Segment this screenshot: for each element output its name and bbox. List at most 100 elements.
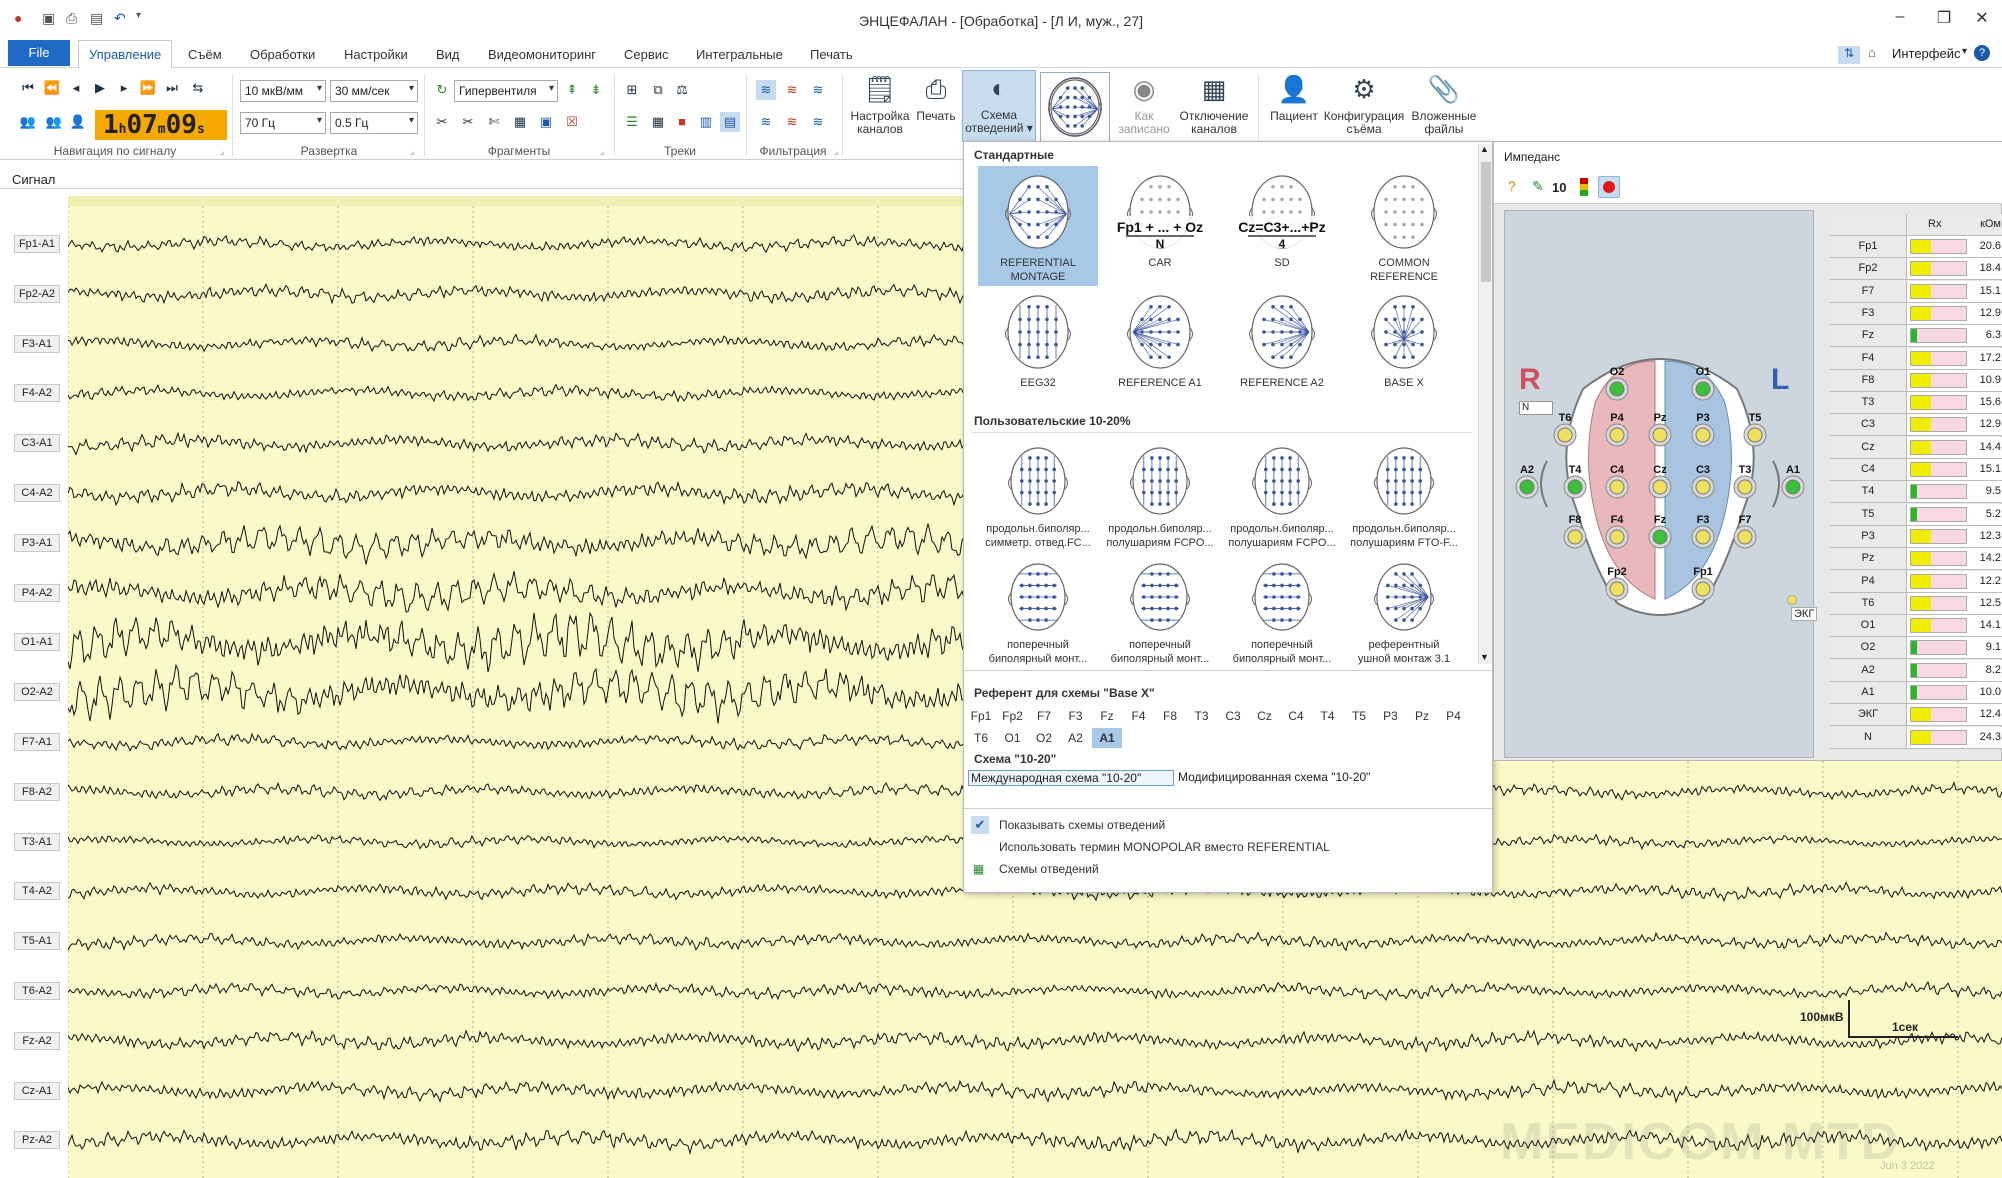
fragment-mark-icon[interactable]: ✂ (462, 114, 474, 129)
electrode-Fz[interactable]: Fz (1648, 514, 1672, 549)
montage-option[interactable]: EEG32 (978, 286, 1098, 406)
channel-label[interactable]: Fp2-A2 (14, 284, 60, 303)
montage-button[interactable]: ◐ Схема отведений ▾ (962, 70, 1036, 142)
electrode-O1[interactable]: O1 (1691, 366, 1715, 401)
person-icon[interactable]: 👥 (19, 114, 37, 129)
track-active-icon[interactable]: ▤ (720, 112, 740, 132)
electrode-Fp2[interactable]: Fp2 (1605, 566, 1629, 601)
minimize-button[interactable]: – (1895, 8, 1905, 25)
people-icon[interactable]: 👥 (45, 114, 63, 129)
print-icon[interactable]: ⎙ (66, 10, 78, 26)
electrode-F8[interactable]: F8 (1563, 514, 1587, 549)
scroll-down-icon[interactable]: ▼ (1480, 652, 1489, 662)
go-end-icon[interactable]: ⏭ (166, 80, 178, 95)
channel-label[interactable]: F4-A2 (14, 384, 60, 403)
scheme-option-international[interactable]: Международная схема "10-20" (968, 770, 1174, 786)
referent-option[interactable]: F3 (1068, 709, 1083, 723)
referent-option[interactable]: F7 (1036, 709, 1051, 723)
save-icon[interactable]: ▣ (42, 10, 56, 26)
tab-print[interactable]: Печать (810, 47, 853, 62)
referent-option[interactable]: T3 (1194, 709, 1209, 723)
track-add-icon[interactable]: ⊞ (626, 82, 638, 97)
referent-option[interactable]: T4 (1320, 709, 1335, 723)
go-start-icon[interactable]: ⏮ (22, 80, 34, 95)
electrode-T3[interactable]: T3 (1733, 464, 1757, 499)
fragment-cut-icon[interactable]: ✄ (488, 114, 500, 129)
scroll-up-icon[interactable]: ▲ (1480, 144, 1489, 154)
referent-option[interactable]: O1 (1004, 731, 1021, 745)
undo-icon[interactable]: ↶ (114, 10, 126, 26)
group-launcher-icon[interactable]: ⌟ (834, 146, 839, 156)
filter-wave-blue-icon[interactable]: ≋ (812, 82, 824, 97)
referent-option[interactable]: F4 (1131, 709, 1146, 723)
referent-option[interactable]: T6 (973, 731, 988, 745)
play-icon[interactable]: ▶ (95, 80, 105, 95)
ecg-electrode[interactable] (1787, 595, 1797, 605)
referent-option[interactable]: A1 (1092, 728, 1122, 748)
user-montage-option[interactable]: продольн.биполяр... симметр. отвед.FC... (978, 438, 1098, 550)
fragment-grid-icon[interactable]: ▦ (513, 114, 527, 129)
user-montage-option[interactable]: поперечный биполярный монт... (978, 554, 1098, 666)
fragment-refresh-icon[interactable]: ↻ (436, 82, 448, 97)
preview-icon[interactable]: ▤ (90, 10, 104, 26)
user-montage-option[interactable]: поперечный биполярный монт... (1222, 554, 1342, 666)
track-table-icon[interactable]: ▦ (651, 114, 665, 129)
user-montage-option[interactable]: поперечный биполярный монт... (1100, 554, 1220, 666)
current-montage-preview[interactable] (1040, 72, 1110, 142)
channel-label[interactable]: F3-A1 (14, 334, 60, 353)
electrode-F4[interactable]: F4 (1605, 514, 1629, 549)
referent-option[interactable]: F8 (1162, 709, 1177, 723)
montage-option[interactable]: BASE X (1344, 286, 1464, 406)
referent-option[interactable]: P3 (1383, 709, 1398, 723)
track-list-icon[interactable]: ☰ (626, 114, 638, 129)
scroll-thumb[interactable] (1481, 162, 1491, 282)
referent-option[interactable]: Cz (1257, 709, 1272, 723)
lf-filter-select[interactable]: 0.5 Гц ▾ (330, 112, 418, 134)
electrode-O2[interactable]: O2 (1605, 366, 1629, 401)
record-button[interactable] (1598, 176, 1620, 198)
restore-button[interactable]: ❐ (1936, 10, 1952, 27)
marker-nav-icon[interactable]: ⇆ (192, 80, 204, 95)
electrode-A1[interactable]: A1 (1781, 464, 1805, 499)
track-bars-icon[interactable]: ▥ (699, 114, 713, 129)
track-scale-icon[interactable]: ⚖ (676, 82, 688, 97)
tab-service[interactable]: Сервис (624, 47, 669, 62)
show-montages-option[interactable]: ✔ Показывать схемы отведений (965, 814, 1493, 836)
channel-label[interactable]: F8-A2 (14, 782, 60, 801)
channel-label[interactable]: T5-A1 (14, 932, 60, 951)
channel-label[interactable]: O1-A1 (14, 633, 60, 652)
referent-option[interactable]: T5 (1351, 709, 1366, 723)
montage-scrollbar[interactable]: ▲ ▼ (1478, 144, 1492, 664)
channel-setup-button[interactable]: 🗒 Настройка каналов (850, 74, 910, 136)
sensitivity-select[interactable]: 10 мкВ/мм ▾ (240, 80, 326, 102)
channel-label[interactable]: P4-A2 (14, 583, 60, 602)
electrode-C3[interactable]: C3 (1691, 464, 1715, 499)
track-copy-icon[interactable]: ⧉ (653, 82, 663, 97)
close-button[interactable]: ✕ (1975, 10, 1989, 27)
filter-hf-icon[interactable]: ≋ (786, 114, 798, 129)
config-button[interactable]: ⚙ Конфигурация съёма (1323, 74, 1405, 136)
filter-wave-icon[interactable]: ≋ (756, 80, 776, 100)
fragment-view-icon[interactable]: ▣ (539, 114, 553, 129)
fragment-delete-icon[interactable]: ☒ (566, 114, 578, 129)
electrode-F7[interactable]: F7 (1733, 514, 1757, 549)
tab-integral[interactable]: Интегральные (696, 47, 783, 62)
step-forward-icon[interactable]: ▸ (120, 80, 128, 95)
electrode-Fp1[interactable]: Fp1 (1691, 566, 1715, 601)
channel-label[interactable]: Fp1-A1 (14, 235, 60, 253)
track-color-icon[interactable]: ■ (678, 114, 686, 129)
electrode-Cz[interactable]: Cz (1648, 464, 1672, 499)
fast-back-icon[interactable]: ⏪ (43, 80, 61, 95)
fragment-type-select[interactable]: Гипервентиля ▾ (454, 80, 558, 102)
tab-recording[interactable]: Съём (188, 47, 222, 62)
channel-label[interactable]: Fz-A2 (14, 1031, 60, 1050)
traffic-light-icon[interactable] (1580, 178, 1588, 196)
montage-option[interactable]: REFERENCE A2 (1222, 286, 1342, 406)
channel-label[interactable]: C4-A2 (14, 484, 60, 502)
file-tab[interactable]: File (8, 40, 70, 66)
tab-control[interactable]: Управление (78, 40, 173, 69)
filter-wave-red-icon[interactable]: ≋ (786, 82, 798, 97)
person-alt-icon[interactable]: 👤 (69, 114, 87, 129)
tab-view[interactable]: Вид (436, 47, 460, 62)
filter-lf-icon[interactable]: ≋ (812, 114, 824, 129)
